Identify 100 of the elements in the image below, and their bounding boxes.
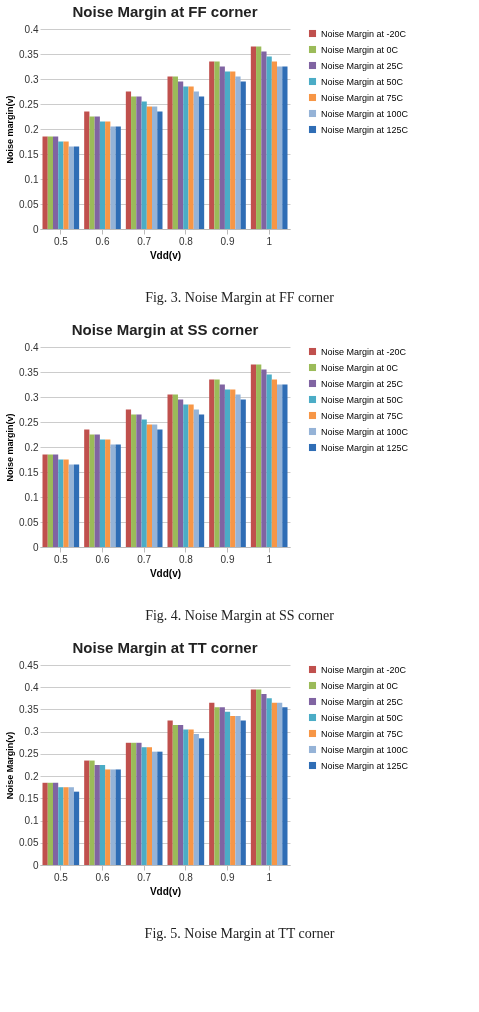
bar: [266, 698, 272, 865]
bar: [136, 414, 142, 547]
y-tick-label: 0.35: [19, 366, 39, 378]
bar: [99, 121, 106, 229]
bar: [230, 389, 236, 547]
bar: [146, 106, 153, 229]
y-tick-label: 0.4: [24, 341, 39, 353]
bar: [42, 782, 48, 865]
x-tick-label: 0.7: [137, 871, 152, 883]
caption: Fig. 3. Noise Margin at FF corner: [144, 290, 335, 306]
y-tick-label: 0.4: [24, 23, 39, 35]
x-tick-label: 0.6: [95, 871, 110, 883]
bar: [235, 394, 241, 547]
legend-label: Noise Margin at 100C: [321, 108, 409, 119]
y-tick-label: 0.15: [19, 466, 39, 478]
bar: [58, 459, 64, 547]
bar: [188, 86, 194, 229]
y-tick-label: 0.25: [19, 98, 39, 110]
bar: [193, 733, 199, 865]
bar: [230, 71, 236, 229]
bar: [157, 751, 163, 865]
bar: [172, 76, 178, 229]
x-tick-label: 0.5: [53, 871, 69, 883]
x-tick-label: 0.5: [53, 553, 69, 565]
x-tick-label: 0.8: [178, 871, 194, 883]
bar: [240, 720, 246, 865]
bar: [183, 729, 189, 865]
bar: [68, 787, 74, 865]
bar: [152, 424, 158, 547]
legend-label: Noise Margin at 100C: [321, 744, 409, 755]
bar: [282, 707, 288, 865]
bar: [89, 116, 95, 229]
bar: [209, 702, 215, 865]
bar: [256, 364, 262, 547]
y-tick-label: 0.3: [24, 73, 39, 85]
bar: [110, 444, 116, 547]
bar: [172, 394, 178, 547]
x-tick-label: 0.7: [137, 235, 152, 247]
bar: [84, 760, 90, 865]
bar: [172, 725, 178, 865]
y-tick-label: 0.35: [19, 703, 39, 715]
bar: [188, 404, 194, 547]
bar: [68, 146, 74, 229]
bar: [261, 693, 267, 865]
bar: [115, 769, 121, 865]
bar: [277, 66, 283, 229]
y-tick-label: 0.1: [24, 815, 39, 827]
bar: [193, 91, 199, 229]
legend-label: Noise Margin at 50C: [321, 712, 404, 723]
x-tick-label: 1: [266, 235, 273, 247]
bar: [224, 711, 231, 865]
bar: [141, 419, 147, 547]
y-tick-label: 0.15: [19, 792, 39, 804]
bar: [58, 141, 64, 229]
bar: [73, 146, 80, 229]
x-tick-label: 1: [266, 871, 273, 883]
bar: [271, 379, 278, 547]
x-axis-title: Vdd(v): [149, 567, 182, 579]
bar: [183, 86, 189, 229]
y-tick-label: 0.3: [24, 391, 39, 403]
y-tick-label: 0.05: [19, 837, 39, 849]
y-tick-label: 0: [32, 859, 39, 871]
bar: [261, 51, 267, 229]
x-tick-label: 0.5: [53, 235, 69, 247]
bar: [224, 71, 231, 229]
bar: [219, 66, 225, 229]
bar: [157, 429, 163, 547]
bar: [131, 414, 137, 547]
bar: [89, 434, 95, 547]
bar: [152, 751, 158, 865]
x-tick-label: 0.6: [95, 235, 110, 247]
bar: [94, 765, 100, 865]
bar: [235, 76, 241, 229]
y-axis-title: Noise margin(v): [5, 95, 16, 164]
bar: [110, 769, 116, 865]
bar: [42, 454, 48, 547]
x-axis-title: Vdd(v): [149, 885, 182, 897]
bar: [193, 409, 199, 547]
bar: [271, 61, 278, 229]
bar: [47, 454, 53, 547]
bar: [282, 66, 288, 229]
bar: [250, 46, 257, 229]
bar: [214, 379, 220, 547]
bar: [125, 409, 132, 547]
bar: [277, 702, 283, 865]
bar: [177, 399, 184, 547]
bar: [52, 454, 59, 547]
bar: [271, 702, 278, 865]
x-tick-label: 1: [266, 553, 273, 565]
bar: [131, 96, 137, 229]
bar: [198, 414, 205, 547]
bar: [177, 725, 184, 865]
bar: [219, 707, 225, 865]
legend-label: Noise Margin at 25C: [321, 60, 404, 71]
legend-label: Noise Margin at -20C: [321, 28, 407, 39]
x-tick-label: 0.9: [220, 553, 235, 565]
bar: [198, 96, 205, 229]
y-tick-label: 0: [32, 541, 39, 553]
x-tick-label: 0.9: [220, 235, 235, 247]
bar: [214, 61, 220, 229]
